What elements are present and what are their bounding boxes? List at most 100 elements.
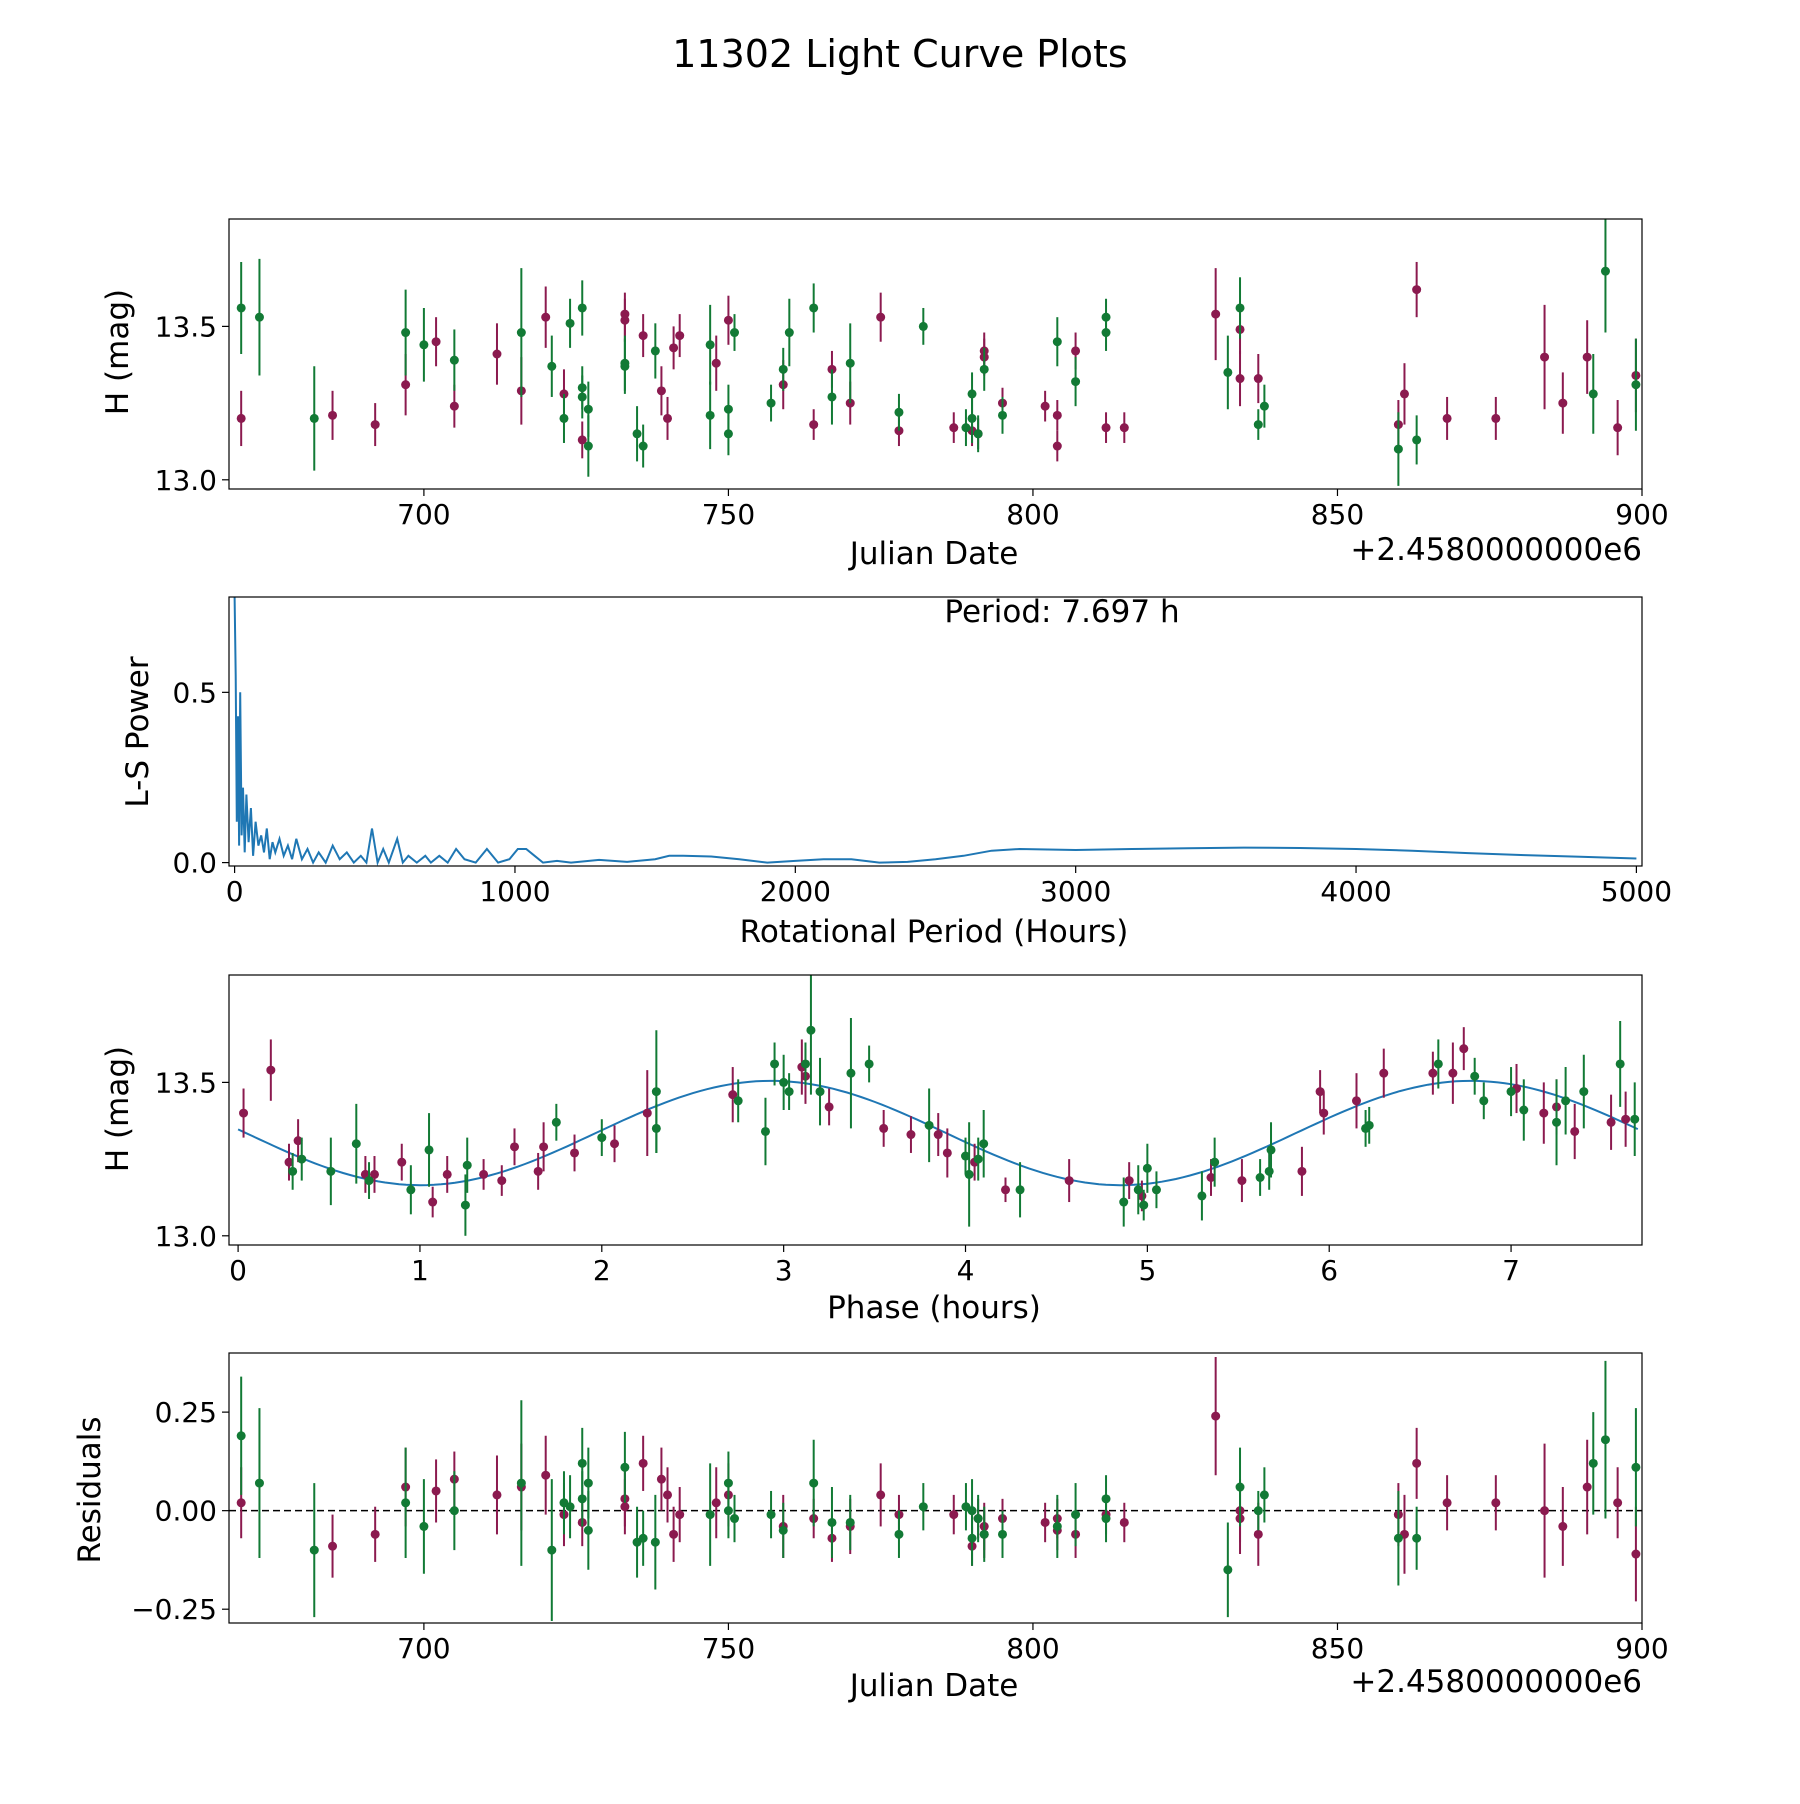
magenta-point — [620, 1502, 630, 1512]
green-point — [449, 1506, 459, 1516]
periodogram-panel: L-S Power Rotational Period (Hours) Peri… — [120, 594, 1180, 950]
light-curve-panel: H (mag) Julian Date +2.4580000000e6 — [100, 289, 1642, 572]
green-point — [620, 361, 630, 371]
green-point — [1052, 337, 1062, 347]
light-curve-offset-label: +2.4580000000e6 — [1350, 532, 1642, 568]
magenta-point — [449, 401, 459, 411]
green-point — [1133, 1185, 1143, 1195]
magenta-point — [620, 315, 630, 325]
green-point — [809, 1478, 819, 1488]
magenta-point — [370, 1529, 380, 1539]
magenta-point — [1448, 1068, 1458, 1078]
phase-fold-frame — [228, 974, 1643, 1246]
green-point — [1015, 1185, 1025, 1195]
green-point — [964, 1169, 974, 1179]
y-tick-label: −0.25 — [131, 1593, 217, 1626]
green-point — [1266, 1145, 1276, 1155]
magenta-point — [428, 1197, 438, 1207]
green-point — [784, 328, 794, 338]
magenta-point — [1235, 374, 1245, 384]
green-point — [1561, 1096, 1571, 1106]
green-point — [1264, 1166, 1274, 1176]
green-point — [845, 1517, 855, 1527]
green-point — [1142, 1163, 1152, 1173]
magenta-point — [656, 386, 666, 396]
green-point — [326, 1166, 336, 1176]
periodogram-line — [233, 597, 1637, 866]
green-point — [815, 1087, 825, 1097]
green-point — [460, 1200, 470, 1210]
x-tick-label: 0 — [229, 1254, 247, 1287]
green-point — [1255, 1173, 1265, 1182]
green-point — [462, 1160, 472, 1170]
magenta-point — [369, 1169, 379, 1179]
magenta-point — [370, 420, 380, 430]
green-point — [894, 407, 904, 417]
residuals-marks — [229, 1356, 1642, 1622]
magenta-point — [1540, 352, 1550, 362]
x-tick-label: 800 — [1006, 1632, 1059, 1665]
green-point — [419, 340, 429, 350]
green-point — [1506, 1087, 1516, 1097]
green-point — [1630, 1114, 1640, 1124]
green-point — [997, 1529, 1007, 1539]
magenta-point — [541, 312, 551, 322]
green-point — [730, 328, 740, 338]
green-point — [1259, 1490, 1269, 1500]
green-point — [1253, 1506, 1263, 1516]
green-point — [705, 340, 715, 350]
x-tick-label: 3 — [775, 1254, 793, 1287]
magenta-point — [1101, 423, 1111, 433]
magenta-point — [1211, 309, 1221, 319]
green-point — [650, 346, 660, 356]
magenta-point — [1064, 1176, 1074, 1186]
green-point — [1412, 435, 1422, 445]
magenta-point — [675, 1510, 685, 1520]
green-point — [1223, 1565, 1233, 1575]
magenta-point — [328, 1541, 338, 1551]
magenta-point — [1606, 1117, 1616, 1127]
green-point — [236, 1431, 246, 1441]
green-point — [254, 312, 264, 322]
x-tick-label: 850 — [1311, 1632, 1364, 1665]
green-point — [1101, 1514, 1111, 1524]
green-point — [651, 1087, 661, 1097]
green-point — [1119, 1197, 1129, 1207]
green-point — [516, 328, 526, 338]
magenta-point — [570, 1148, 580, 1158]
y-tick-label: 0.00 — [155, 1495, 217, 1528]
magenta-point — [492, 349, 502, 359]
residuals-plot: 700 750 800 850 900 0.25 0.00 −0.25 — [131, 1352, 1669, 1665]
green-point — [924, 1120, 934, 1130]
green-point — [559, 413, 569, 423]
green-point — [723, 1506, 733, 1516]
green-point — [1579, 1087, 1589, 1097]
magenta-point — [442, 1169, 452, 1179]
magenta-point — [711, 1498, 721, 1508]
magenta-point — [1540, 1506, 1550, 1516]
green-point — [577, 1458, 587, 1468]
green-point — [1210, 1157, 1220, 1167]
green-point — [1253, 420, 1263, 430]
green-point — [419, 1521, 429, 1531]
green-point — [577, 1494, 587, 1504]
magenta-point — [397, 1157, 407, 1167]
green-point — [864, 1059, 874, 1069]
residuals-frame — [228, 1352, 1643, 1624]
magenta-point — [1442, 413, 1452, 423]
magenta-point — [1428, 1068, 1438, 1078]
green-point — [650, 1537, 660, 1547]
magenta-point — [431, 337, 441, 347]
green-point — [1433, 1059, 1443, 1069]
green-point — [723, 404, 733, 414]
green-point — [254, 1478, 264, 1488]
green-point — [723, 429, 733, 439]
y-tick-label: 0.5 — [172, 676, 217, 709]
magenta-point — [933, 1130, 943, 1140]
green-point — [288, 1166, 298, 1176]
magenta-point — [541, 1470, 551, 1480]
green-point — [1197, 1191, 1207, 1201]
phase-fold-panel: H (mag) Phase (hours) — [100, 1046, 1041, 1326]
green-point — [973, 1514, 983, 1524]
x-tick-label: 2 — [593, 1254, 611, 1287]
